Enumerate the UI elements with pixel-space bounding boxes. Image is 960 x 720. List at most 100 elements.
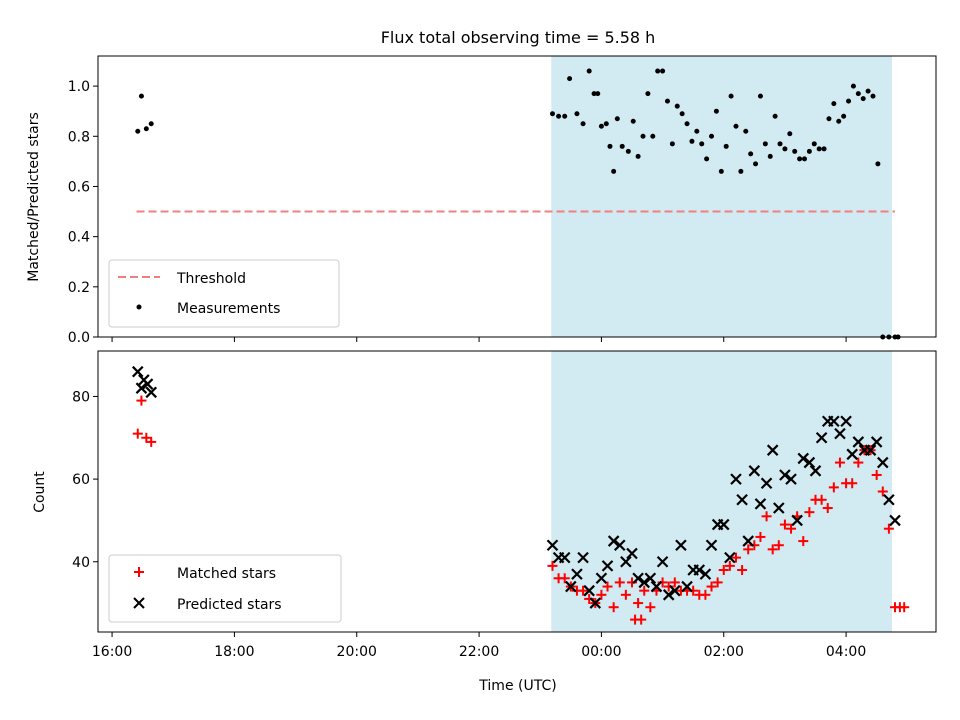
predicted-star-point — [754, 498, 767, 510]
predicted-star-point — [699, 568, 712, 580]
measurement-point — [664, 98, 670, 104]
predicted-star-point — [589, 597, 602, 609]
x-tick-label: 02:00 — [704, 644, 744, 660]
measurement-point — [782, 146, 788, 152]
measurement-point — [811, 141, 817, 147]
matched-star-point — [602, 581, 613, 592]
matched-star-point — [773, 540, 784, 551]
matched-star-point — [804, 507, 815, 518]
measurement-point — [694, 128, 700, 134]
measurement-point — [865, 88, 871, 94]
predicted-star-point — [809, 465, 822, 477]
predicted-star-point — [595, 572, 608, 585]
matched-star-point — [743, 544, 754, 555]
matched-star-point — [853, 457, 864, 468]
measurement-point — [598, 123, 604, 129]
measurement-point — [640, 133, 646, 139]
matched-star-point — [636, 614, 647, 625]
matched-star-point — [822, 503, 833, 514]
matched-star-point — [877, 486, 888, 497]
measurement-point — [816, 146, 822, 152]
matched-star-point — [578, 585, 589, 596]
measurement-point — [556, 113, 562, 119]
predicted-star-point — [644, 572, 657, 585]
predicted-star-point — [632, 572, 644, 585]
measurement-point — [619, 143, 625, 149]
measurement-point — [743, 128, 749, 134]
predicted-star-point — [877, 456, 889, 469]
measurement-point — [860, 96, 866, 102]
predicted-star-point — [846, 448, 858, 461]
y-tick-label: 0.0 — [68, 330, 90, 346]
predicted-star-point — [565, 580, 577, 593]
matched-star-point — [620, 589, 631, 600]
predicted-star-point — [135, 382, 148, 394]
measurement-point — [728, 93, 734, 99]
measurement-point — [684, 121, 690, 127]
matched-star-point — [816, 494, 827, 505]
predicted-star-point — [870, 436, 883, 448]
predicted-star-point — [803, 456, 816, 469]
measurement-point — [797, 156, 803, 162]
measurement-point — [870, 93, 876, 99]
measurement-point — [767, 153, 773, 159]
predicted-star-point — [693, 564, 706, 576]
predicted-star-point — [883, 493, 895, 506]
measurement-point — [841, 113, 847, 119]
predicted-star-point — [724, 551, 736, 564]
predicted-star-point — [620, 555, 632, 568]
measurement-point — [650, 133, 656, 139]
predicted-star-point — [662, 589, 675, 601]
bottom-legend-box — [108, 554, 342, 623]
measurement-point — [669, 141, 675, 147]
predicted-star-point — [681, 580, 693, 593]
y-tick-label: 0.6 — [68, 179, 90, 195]
predicted-star-point — [141, 378, 154, 390]
measurement-point — [645, 91, 651, 97]
x-tick-label: 18:00 — [214, 644, 254, 660]
top-panel: 0.0 0.2 0.4 0.6 0.8 1.0 Matched/Predicted sta… — [26, 55, 937, 346]
predicted-star-point — [583, 584, 595, 597]
predicted-star-point — [779, 469, 791, 481]
predicted-star-point — [852, 436, 865, 448]
x-tick-label: 16:00 — [92, 644, 132, 660]
measurement-point — [689, 138, 695, 144]
bottom-legend: Matched stars Predicted stars — [108, 554, 342, 623]
matched-star-point — [146, 436, 157, 447]
measurement-point — [792, 148, 798, 154]
predicted-star-point — [773, 502, 785, 514]
measurement-point — [875, 161, 881, 167]
top-legend: Threshold Measurements — [108, 259, 340, 328]
predicted-star-point — [791, 514, 803, 527]
legend-predicted-swatch — [133, 597, 145, 609]
predicted-star-point — [785, 473, 797, 485]
top-legend-box — [108, 259, 340, 328]
measurement-point — [655, 68, 661, 74]
predicted-star-point — [828, 415, 840, 428]
matched-star-point — [633, 598, 644, 609]
measurement-point — [580, 121, 586, 127]
measurement-point — [831, 101, 837, 107]
measurement-point — [699, 141, 705, 147]
measurement-point — [846, 98, 852, 104]
predicted-star-point — [889, 514, 901, 527]
top-y-axis-label: Matched/Predicted stars — [26, 112, 42, 282]
matched-star-point — [767, 544, 778, 555]
y-tick-label: 0.2 — [68, 280, 90, 296]
measurement-point — [787, 131, 793, 137]
measurement-point — [850, 83, 856, 89]
predicted-star-point — [815, 432, 828, 444]
predicted-star-point — [650, 580, 663, 593]
x-tick-label: 20:00 — [337, 644, 377, 660]
legend-measurements-label: Measurements — [177, 301, 280, 317]
predicted-star-point — [607, 535, 620, 547]
bottom-x-axis-ticks: 16:00 18:00 20:00 22:00 00:00 02:00 04:00 — [92, 632, 866, 660]
matched-star-point — [639, 585, 650, 596]
measurement-point — [567, 76, 573, 82]
legend-measurements-swatch — [136, 304, 142, 310]
bottom-panel-frame — [97, 350, 937, 633]
measurement-point — [603, 121, 609, 127]
measurement-point — [595, 91, 601, 97]
measurement-point — [748, 151, 754, 157]
